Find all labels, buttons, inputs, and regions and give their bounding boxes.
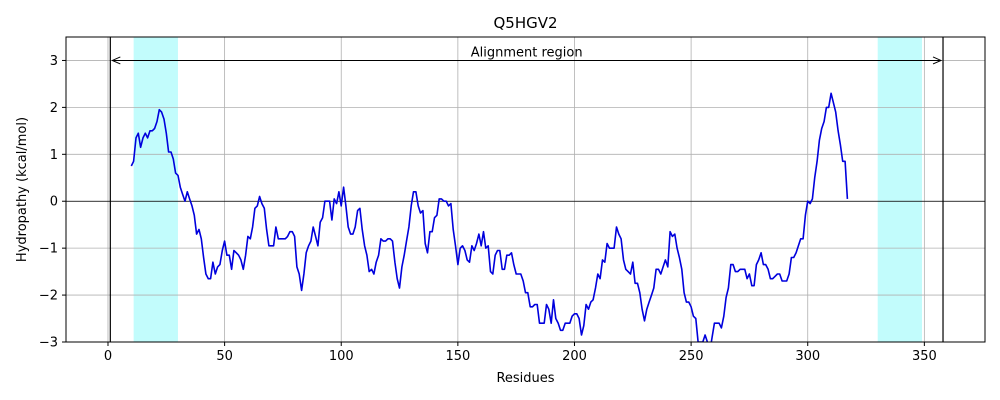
hydropathy-line xyxy=(130,92,849,342)
x-tick-label: 50 xyxy=(216,349,233,364)
x-tick-label: 200 xyxy=(562,349,587,364)
x-tick-label: 150 xyxy=(445,349,470,364)
reference-lines xyxy=(66,37,985,342)
highlight-regions xyxy=(133,37,923,342)
alignment-arrow-head-right xyxy=(932,56,943,65)
plot-frame xyxy=(65,36,986,343)
highlight-region-2 xyxy=(877,37,923,342)
y-tick-label: 1 xyxy=(50,148,58,163)
alignment-arrow-head-left xyxy=(111,56,121,65)
y-tick-label: −1 xyxy=(39,242,58,257)
x-tick-label: 250 xyxy=(679,349,704,364)
x-tick-label: 350 xyxy=(912,349,937,364)
annotation-label: Alignment region xyxy=(471,45,583,60)
y-tick-label: −3 xyxy=(39,336,58,351)
series-layer xyxy=(130,92,849,342)
chart-title: Q5HGV2 xyxy=(493,14,557,32)
y-tick-label: −2 xyxy=(39,289,58,304)
y-axis-title: Hydropathy (kcal/mol) xyxy=(15,117,30,262)
annotation: Alignment region xyxy=(111,45,943,65)
x-tick-label: 0 xyxy=(104,349,112,364)
x-tick-label: 100 xyxy=(329,349,354,364)
highlight-region-1 xyxy=(133,37,178,342)
y-tick-label: 3 xyxy=(50,54,58,69)
x-axis-title: Residues xyxy=(496,371,554,386)
y-tick-label: 0 xyxy=(50,195,58,210)
x-tick-label: 300 xyxy=(795,349,820,364)
y-tick-label: 2 xyxy=(50,101,58,116)
axis-ticks: 0 50 100 150 200 250 300 350 −3 −2 −1 0 1 2 3 xyxy=(39,54,937,364)
